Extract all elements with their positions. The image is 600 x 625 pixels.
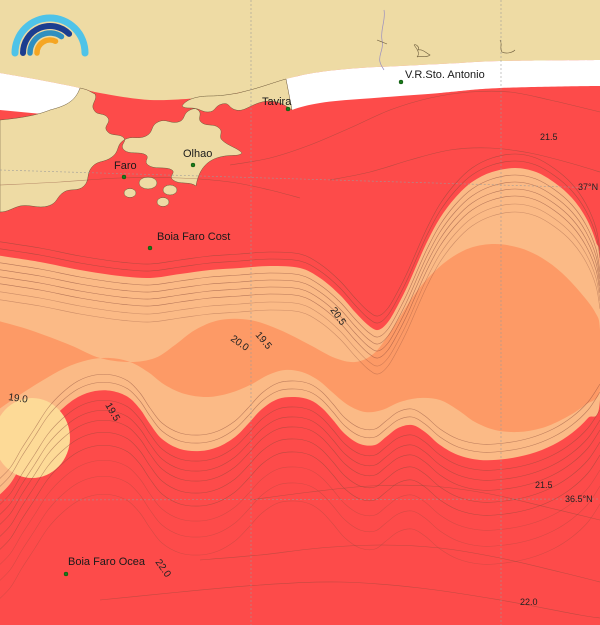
svg-text:21.5: 21.5 [535, 480, 553, 490]
svg-text:Olhao: Olhao [183, 148, 212, 160]
svg-text:V.R.Sto. Antonio: V.R.Sto. Antonio [405, 69, 485, 81]
svg-text:Boia Faro Cost: Boia Faro Cost [157, 231, 230, 243]
svg-text:21.5: 21.5 [540, 132, 558, 142]
svg-text:Tavira: Tavira [262, 96, 292, 108]
svg-text:36.5°N: 36.5°N [565, 494, 593, 504]
svg-text:22.0: 22.0 [520, 597, 538, 607]
svg-text:Faro: Faro [114, 160, 137, 172]
svg-text:37°N: 37°N [578, 182, 598, 192]
svg-text:Boia Faro Ocea: Boia Faro Ocea [68, 556, 146, 568]
